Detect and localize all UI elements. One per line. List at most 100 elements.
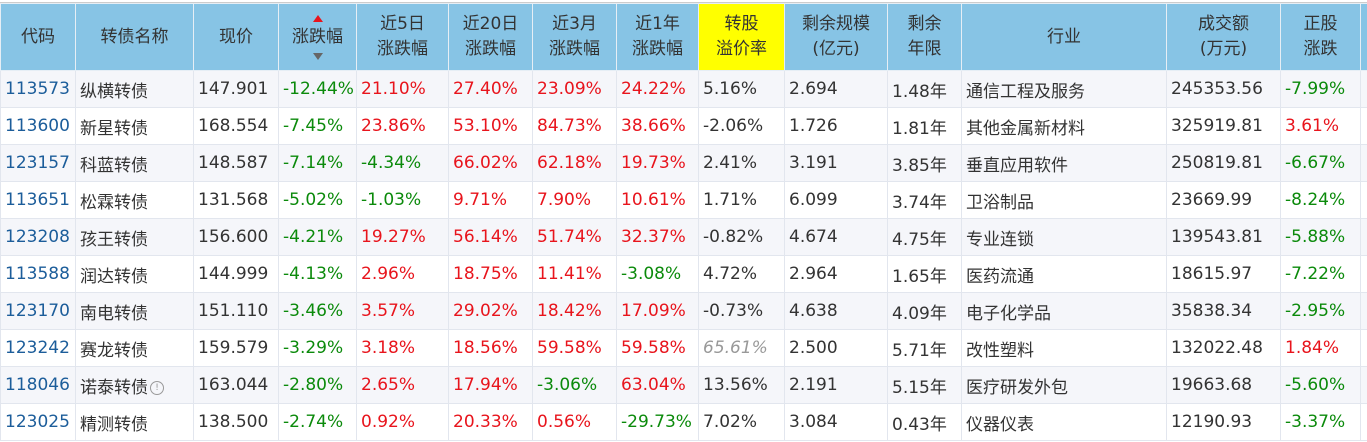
table-row[interactable]: 118046 诺泰转债! 163.044 -2.80% 2.65% 17.94% -3.06… [0,366,1367,404]
table-row[interactable]: 123025 精测转债 138.500 -2.74% 0.92% 20.33% 0.56% -… [0,403,1367,441]
change-1y-value: 59.58% [621,338,686,358]
cell-price: 168.554 [193,107,279,145]
header-change-1y[interactable]: 近1年 涨跌幅 [616,3,699,71]
change-3m-value: 62.18% [537,153,602,173]
premium-rate-value: 5.16% [703,79,758,99]
header-change-5d[interactable]: 近5日 涨跌幅 [356,3,449,71]
cell-code[interactable]: 123025 [0,403,76,441]
name-value: 精测转债 [80,414,148,435]
header-stock-change[interactable]: 正股 涨跌 [1280,3,1361,71]
header-turnover[interactable]: 成交额 (万元) [1166,3,1281,71]
industry-value: 仪器仪表 [966,414,1034,435]
cell-name[interactable]: 精测转债 [75,403,194,441]
table-row[interactable]: 113651 松霖转债 131.568 -5.02% -1.03% 9.71% 7.90% 1… [0,181,1367,219]
cell-price: 131.568 [193,181,279,219]
cell-change-1y: 24.22% [616,70,699,108]
cell-more [1360,70,1367,108]
header-label-line: 代码 [21,26,55,47]
table-row[interactable]: 113573 纵横转债 147.901 -12.44% 21.10% 27.40% 23.0… [0,70,1367,108]
header-remaining-years[interactable]: 剩余 年限 [887,3,962,71]
header-change-3m[interactable]: 近3月 涨跌幅 [532,3,617,71]
cell-code[interactable]: 118046 [0,366,76,404]
cell-change: -2.80% [278,366,357,404]
premium-rate-value: 4.72% [703,264,758,284]
change-value: -5.02% [283,190,344,210]
sort-down-icon[interactable] [312,52,323,60]
cell-change-20d: 20.33% [448,403,533,441]
cell-more [1360,144,1367,182]
cell-code[interactable]: 113600 [0,107,76,145]
cell-change-20d: 9.71% [448,181,533,219]
turnover-value: 18615.97 [1171,264,1253,284]
cell-change-5d: 2.65% [356,366,449,404]
cell-change: -3.46% [278,292,357,330]
industry-value: 改性塑料 [966,340,1034,361]
table-row[interactable]: 123157 科蓝转债 148.587 -7.14% -4.34% 66.02% 62.18… [0,144,1367,182]
table-row[interactable]: 123208 孩王转债 156.600 -4.21% 19.27% 56.14% 51.74… [0,218,1367,256]
change-1y-value: 19.73% [621,153,686,173]
table-row[interactable]: 113588 润达转债 144.999 -4.13% 2.96% 18.75% 11.41%… [0,255,1367,293]
price-value: 159.579 [198,338,269,358]
cell-change-5d: 23.86% [356,107,449,145]
cell-change-3m: 84.73% [532,107,617,145]
cell-name[interactable]: 松霖转债 [75,181,194,219]
cell-name[interactable]: 诺泰转债! [75,366,194,404]
premium-rate-value: -2.06% [703,116,764,136]
remaining-years-value: 1.65年 [892,266,947,287]
header-code[interactable]: 代码 [0,3,76,71]
change-5d-value: 2.65% [361,375,416,395]
change-value: -7.14% [283,153,344,173]
premium-rate-value: 65.61% [703,338,768,358]
header-premium-rate[interactable]: 转股 溢价率 [698,3,785,71]
change-3m-value: -3.06% [537,375,598,395]
header-remaining-size[interactable]: 剩余规模 (亿元) [784,3,888,71]
table-row[interactable]: 123170 南电转债 151.110 -3.46% 3.57% 29.02% 18.42%… [0,292,1367,330]
cell-price: 159.579 [193,329,279,367]
cell-more [1360,181,1367,219]
sort-up-icon[interactable] [312,14,323,22]
cell-code[interactable]: 123170 [0,292,76,330]
cell-code[interactable]: 123208 [0,218,76,256]
cell-name[interactable]: 新星转债 [75,107,194,145]
stock-change-value: -6.67% [1285,153,1346,173]
premium-rate-value: 1.71% [703,190,758,210]
cell-name[interactable]: 孩王转债 [75,218,194,256]
cell-name[interactable]: 润达转债 [75,255,194,293]
header-industry[interactable]: 行业 [961,3,1167,71]
cell-industry: 垂直应用软件 [961,144,1167,182]
cell-change: -7.14% [278,144,357,182]
cell-code[interactable]: 113573 [0,70,76,108]
header-name[interactable]: 转债名称 [75,3,194,71]
cell-remaining-years: 4.75年 [887,218,962,256]
code-value: 113588 [5,264,70,284]
change-20d-value: 18.56% [453,338,518,358]
code-value: 113600 [5,116,70,136]
cell-change-5d: 19.27% [356,218,449,256]
cell-premium-rate: 13.56% [698,366,785,404]
convertible-bond-table: 代码 转债名称 现价 涨跌幅 近5日 涨跌幅 近20日 涨跌幅 近3月 涨跌幅 近1年 涨跌幅 转股 溢价… [0,3,1367,441]
cell-code[interactable]: 113651 [0,181,76,219]
cell-code[interactable]: 113588 [0,255,76,293]
cell-more [1360,403,1367,441]
cell-name[interactable]: 科蓝转债 [75,144,194,182]
table-row[interactable]: 123242 赛龙转债 159.579 -3.29% 3.18% 18.56% 59.58%… [0,329,1367,367]
remaining-size-value: 2.964 [789,264,838,284]
cell-code[interactable]: 123157 [0,144,76,182]
cell-change-5d: -4.34% [356,144,449,182]
cell-stock-change: 3.61% [1280,107,1361,145]
header-change-20d[interactable]: 近20日 涨跌幅 [448,3,533,71]
cell-name[interactable]: 赛龙转债 [75,329,194,367]
cell-code[interactable]: 123242 [0,329,76,367]
change-1y-value: 32.37% [621,227,686,247]
change-1y-value: 24.22% [621,79,686,99]
price-value: 147.901 [198,79,269,99]
header-label-line: 近3月 [552,14,597,34]
info-icon[interactable]: ! [150,380,164,395]
header-more [1360,3,1367,71]
cell-name[interactable]: 南电转债 [75,292,194,330]
premium-rate-value: 13.56% [703,375,768,395]
cell-name[interactable]: 纵横转债 [75,70,194,108]
header-change[interactable]: 涨跌幅 [278,3,357,71]
header-price[interactable]: 现价 [193,3,279,71]
table-row[interactable]: 113600 新星转债 168.554 -7.45% 23.86% 53.10% 84.73… [0,107,1367,145]
